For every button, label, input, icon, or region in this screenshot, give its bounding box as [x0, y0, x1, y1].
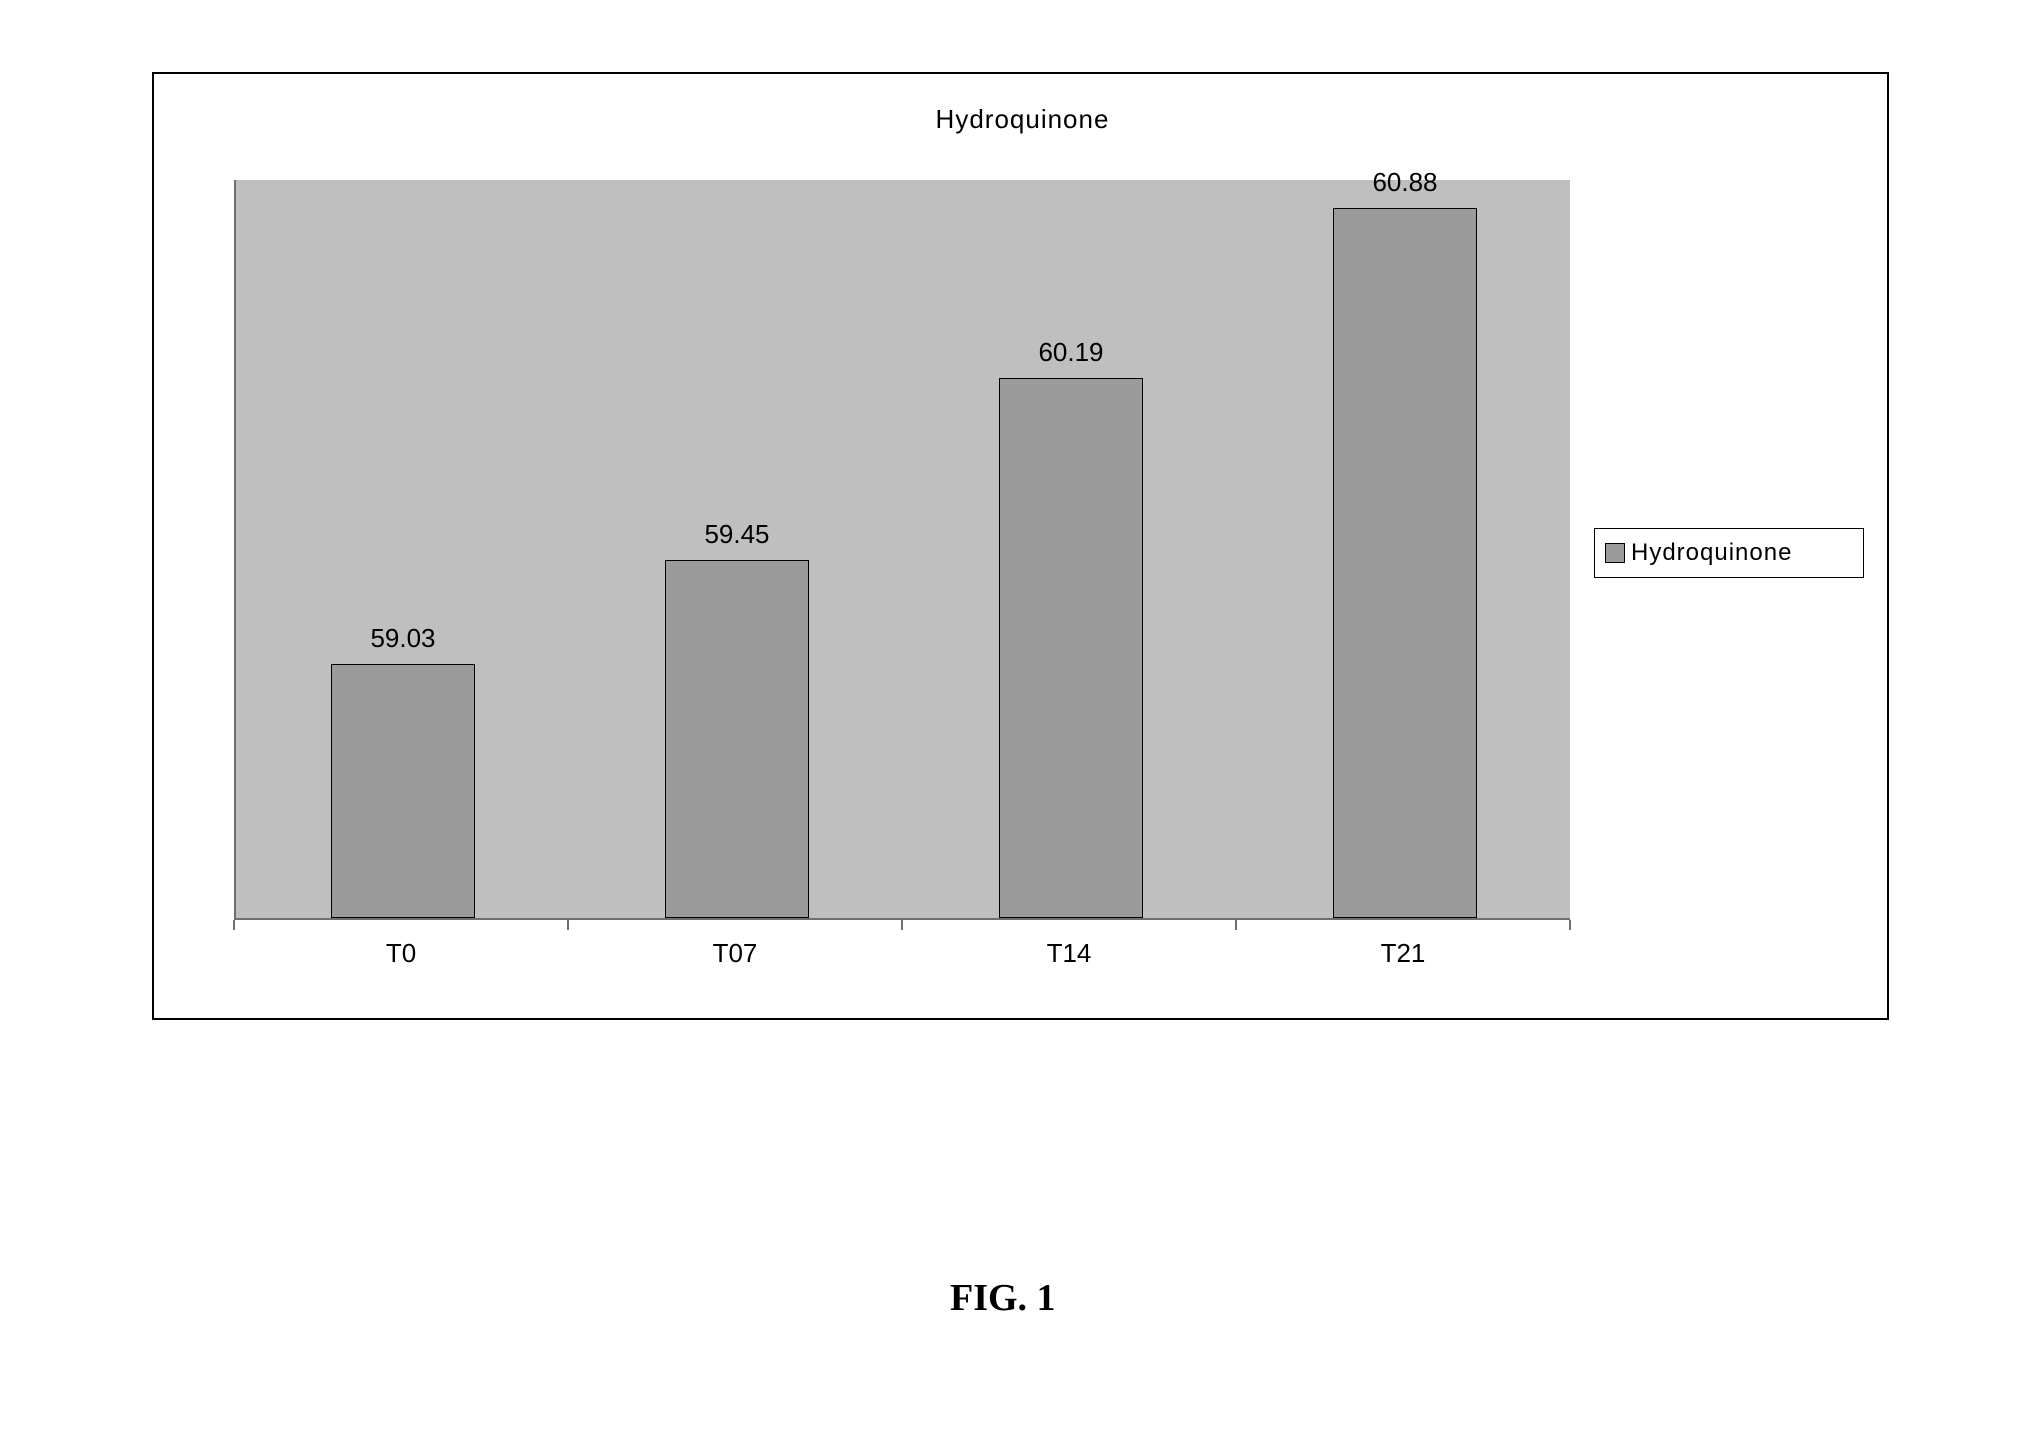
- legend-swatch: [1605, 543, 1625, 563]
- x-tick-mark: [1235, 920, 1237, 930]
- chart-title: Hydroquinone: [154, 104, 1891, 135]
- bar: [665, 560, 809, 918]
- x-tick-mark: [1569, 920, 1571, 930]
- page-root: Hydroquinone 59.03 59.45 60.19 60.88 Hydroq…: [0, 0, 2025, 1429]
- figure-caption: FIG. 1: [950, 1276, 1056, 1320]
- legend-label: Hydroquinone: [1631, 539, 1792, 567]
- chart-container: Hydroquinone 59.03 59.45 60.19 60.88 Hydroq…: [152, 72, 1889, 1020]
- bar: [999, 378, 1143, 918]
- bar-value-label: 60.88: [1238, 167, 1572, 198]
- bar: [331, 664, 475, 918]
- bar-value-label: 59.45: [570, 519, 904, 550]
- bar: [1333, 208, 1477, 918]
- x-tick-mark: [233, 920, 235, 930]
- x-tick-label: T0: [234, 938, 568, 969]
- bar-value-label: 60.19: [904, 337, 1238, 368]
- legend: Hydroquinone: [1594, 528, 1864, 578]
- x-tick-label: T07: [568, 938, 902, 969]
- x-tick-mark: [567, 920, 569, 930]
- x-tick-mark: [901, 920, 903, 930]
- x-tick-label: T14: [902, 938, 1236, 969]
- bar-value-label: 59.03: [236, 623, 570, 654]
- x-tick-label: T21: [1236, 938, 1570, 969]
- plot-area: 59.0359.4560.1960.88: [234, 180, 1570, 920]
